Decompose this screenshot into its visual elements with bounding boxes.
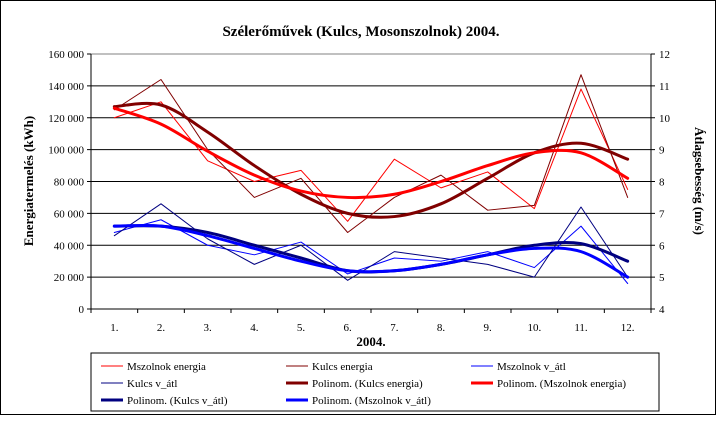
series-line-0 bbox=[113, 88, 629, 222]
legend-label: Kulcs energia bbox=[312, 361, 373, 373]
x-tick-label: 11. bbox=[574, 322, 588, 334]
legend-label: Polinom. (Mszolnok v_átl) bbox=[312, 395, 431, 407]
left-axis-ticks: 0 20 000 40 000 60 000 80 000 100 000 120 000 1… bbox=[48, 49, 92, 316]
series-line-5 bbox=[112, 106, 630, 200]
legend-label: Mszolnok energia bbox=[127, 361, 206, 373]
gridlines bbox=[91, 85, 651, 278]
left-axis-label: Energiatermelés (kWh) bbox=[21, 116, 36, 246]
series-line-1 bbox=[113, 74, 629, 233]
right-axis-ticks: 4 5 6 7 8 9 10 11 12 bbox=[650, 49, 671, 316]
x-tick-label: 4. bbox=[250, 322, 259, 334]
x-axis-ticks: 1. 2. 3. 4. 5. 6. 7. 8. 9. 10. 11. 12. bbox=[90, 308, 652, 334]
right-tick-label: 11 bbox=[659, 81, 670, 93]
right-tick-label: 6 bbox=[659, 240, 665, 252]
x-tick-label: 7. bbox=[390, 322, 399, 334]
x-tick-label: 12. bbox=[621, 322, 635, 334]
right-tick-label: 7 bbox=[659, 208, 665, 220]
left-tick-label: 100 000 bbox=[48, 145, 84, 157]
left-tick-label: 80 000 bbox=[54, 177, 85, 189]
x-tick-label: 6. bbox=[344, 322, 353, 334]
left-tick-label: 0 bbox=[79, 304, 85, 316]
x-tick-label: 3. bbox=[204, 322, 213, 334]
right-tick-label: 9 bbox=[659, 145, 665, 157]
left-tick-label: 20 000 bbox=[54, 272, 85, 284]
x-axis-label: 2004. bbox=[356, 334, 385, 349]
x-tick-label: 2. bbox=[157, 322, 166, 334]
x-tick-label: 8. bbox=[437, 322, 446, 334]
legend-box bbox=[90, 352, 660, 412]
right-tick-label: 5 bbox=[659, 272, 665, 284]
right-tick-label: 4 bbox=[659, 304, 665, 316]
left-tick-label: 140 000 bbox=[48, 81, 84, 93]
left-tick-label: 160 000 bbox=[48, 49, 84, 61]
x-tick-label: 9. bbox=[484, 322, 493, 334]
series-line-7 bbox=[112, 223, 630, 279]
left-tick-label: 120 000 bbox=[48, 113, 84, 125]
right-tick-label: 10 bbox=[659, 113, 671, 125]
left-tick-label: 60 000 bbox=[54, 208, 85, 220]
x-tick-label: 5. bbox=[297, 322, 306, 334]
legend-label: Kulcs v_átl bbox=[127, 378, 177, 390]
legend: Mszolnok energia Kulcs energia Mszolnok v_… bbox=[101, 361, 626, 407]
legend-label: Polinom. (Kulcs v_átl) bbox=[127, 395, 228, 407]
right-axis-label: Átlagsebesség (m/s) bbox=[692, 127, 707, 235]
chart-title: Szélerőművek (Kulcs, Mosonszolnok) 2004. bbox=[222, 24, 499, 40]
legend-label: Polinom. (Kulcs energia) bbox=[312, 378, 423, 390]
right-tick-label: 8 bbox=[659, 177, 665, 189]
legend-label: Mszolnok v_átl bbox=[497, 361, 566, 373]
legend-label: Polinom. (Mszolnok energia) bbox=[497, 378, 626, 390]
left-tick-label: 40 000 bbox=[54, 240, 85, 252]
x-tick-label: 10. bbox=[527, 322, 541, 334]
right-tick-label: 12 bbox=[659, 49, 670, 61]
series-lines bbox=[112, 74, 630, 284]
x-tick-label: 1. bbox=[110, 322, 119, 334]
